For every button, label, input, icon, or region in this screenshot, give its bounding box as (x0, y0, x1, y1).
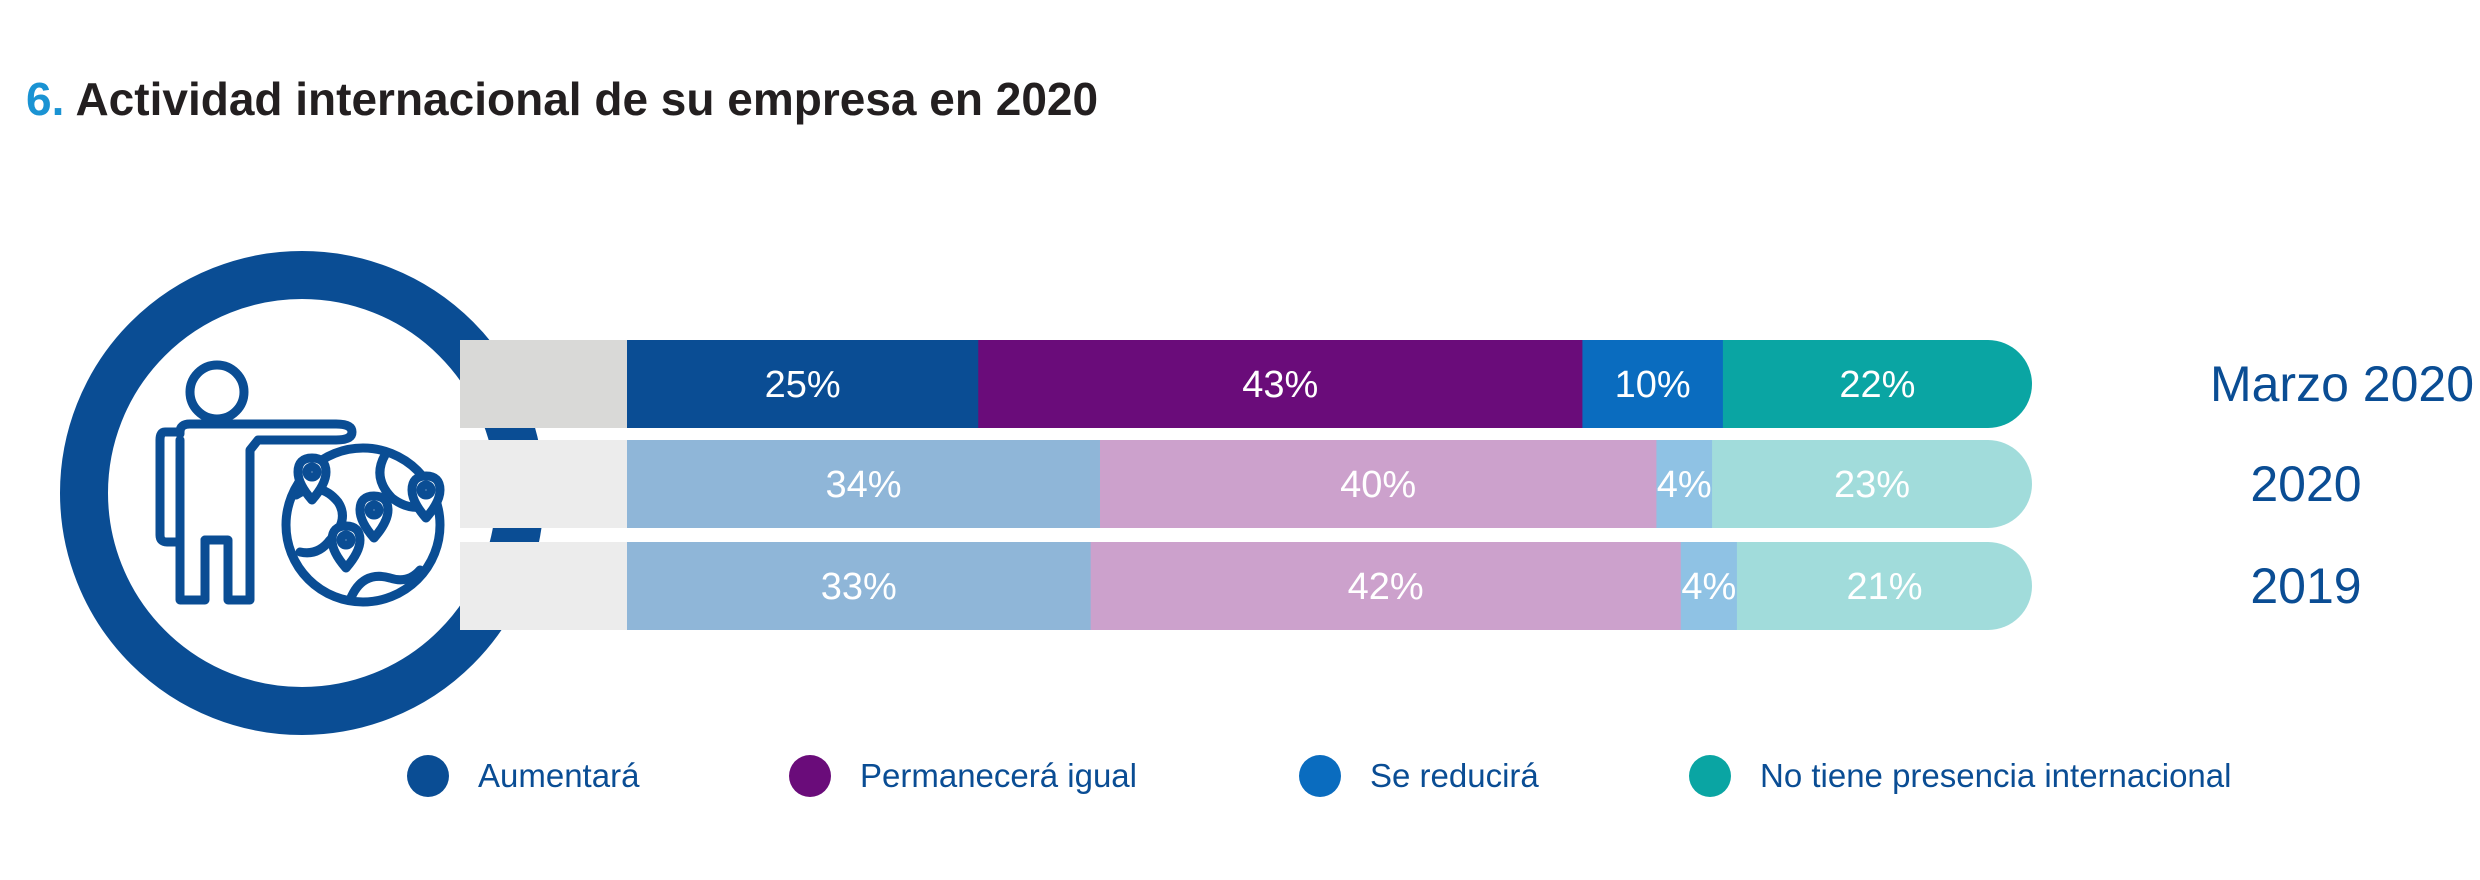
bar-segment (1582, 340, 1724, 428)
bar-segment (627, 440, 1101, 528)
data-label: 4% (1657, 464, 1712, 506)
bar-stub (460, 440, 629, 528)
data-label: 33% (821, 566, 897, 608)
chart-title: 6. Actividad internacional de su empresa… (26, 72, 1098, 126)
data-label: 43% (1242, 364, 1318, 406)
bar-segment (627, 542, 1092, 630)
data-label: 10% (1615, 364, 1691, 406)
legend-item: Se reducirá (1299, 755, 1539, 797)
data-label: 25% (765, 364, 841, 406)
bar-segment (1680, 542, 1738, 630)
bar-row-1: 25% 43% 10% 22% (460, 340, 2032, 428)
legend-label: Se reducirá (1370, 757, 1539, 794)
legend-swatch (407, 755, 449, 797)
legend-label: Permanecerá igual (860, 757, 1137, 794)
bar-segment (1656, 440, 1713, 528)
bar-row-2: 34% 40% 4% 23% (460, 440, 2032, 528)
bar-segment (1099, 440, 1657, 528)
person-pointing-globe-icon (60, 251, 544, 735)
data-label: 34% (825, 464, 901, 506)
legend-swatch (789, 755, 831, 797)
data-label: 23% (1834, 464, 1910, 506)
bar-segment (1722, 340, 2032, 428)
bar-segment (1090, 542, 1682, 630)
data-label: 21% (1846, 566, 1922, 608)
legend-item: Permanecerá igual (789, 755, 1137, 797)
bar-stub (460, 542, 629, 630)
bar-row-3: 33% 42% 4% 21% (460, 542, 2032, 630)
row-label: 2019 (2250, 558, 2361, 614)
chart-title-number: 6. (26, 73, 65, 125)
row-label: 2020 (2250, 456, 2361, 512)
bar-segment (1712, 440, 2032, 528)
legend-swatch (1299, 755, 1341, 797)
legend-swatch (1689, 755, 1731, 797)
data-label: 42% (1348, 566, 1424, 608)
legend-item: Aumentará (407, 755, 640, 797)
chart-title-text: Actividad internacional de su empresa en… (75, 73, 1099, 125)
row-label: Marzo 2020 (2210, 356, 2474, 412)
bar-segment (627, 340, 979, 428)
bar-segment (1736, 542, 2032, 630)
legend-label: Aumentará (478, 757, 640, 794)
bar-stub (460, 340, 629, 428)
data-label: 22% (1839, 364, 1915, 406)
legend-item: No tiene presencia internacional (1689, 755, 2231, 797)
data-label: 40% (1340, 464, 1416, 506)
bar-segment (978, 340, 1583, 428)
data-label: 4% (1681, 566, 1736, 608)
legend-label: No tiene presencia internacional (1760, 757, 2231, 794)
